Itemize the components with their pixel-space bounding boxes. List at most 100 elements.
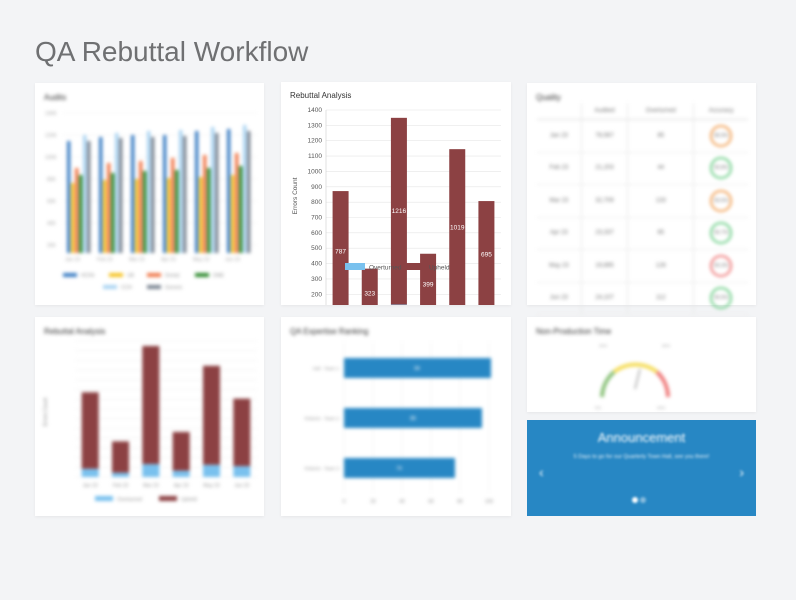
rebuttal-analysis-card: Rebuttal Analysis 0100200300400500600700… [281, 82, 511, 305]
rebuttal-2-x-tick: May 23 [203, 483, 220, 489]
svg-text:Jun 23: Jun 23 [225, 257, 240, 263]
audits-bar [183, 136, 187, 253]
rebuttal-bar-upheld [420, 253, 437, 305]
quality-cell-accuracy: 99.8% [693, 152, 748, 185]
accuracy-ring: 99.3% [710, 254, 733, 277]
quality-cell-month: Jan 23 [537, 119, 582, 153]
rebuttal-analysis-2-card: Rebuttal Analysis Errors Count Jan 23 Feb… [35, 317, 264, 516]
audits-bar [211, 127, 215, 253]
svg-text:Jan 23: Jan 23 [65, 257, 80, 263]
rebuttal-2-bar-upheld [233, 398, 251, 467]
audits-bar [103, 180, 107, 253]
audits-bar [79, 175, 83, 253]
svg-text:20K: 20K [47, 243, 57, 249]
expertise-ranking-title: QA Expertise Ranking [290, 327, 369, 336]
audits-bar [111, 173, 115, 253]
quality-cell-audited: 24,107 [581, 282, 629, 315]
audits-bar [143, 171, 147, 253]
quality-table-header: Audited Overturned Accuracy [537, 103, 748, 120]
audits-bar [119, 138, 123, 253]
quality-cell-accuracy: 98.9% [693, 119, 748, 153]
rebuttal-2-bar-overturned [81, 468, 99, 477]
rebuttal-2-x-tick: Jan 23 [83, 483, 98, 489]
rebuttal-2-x-tick: Feb 23 [113, 483, 129, 489]
rebuttal-bar-upheld [332, 191, 349, 305]
svg-text:Mar 23: Mar 23 [129, 257, 145, 263]
rebuttal-2-bar-overturned [112, 472, 129, 477]
rebuttal-y-tick: 300 [311, 276, 322, 283]
quality-cell-month: Jun 23 [537, 282, 582, 315]
rebuttal-label-upheld: 695 [481, 251, 492, 258]
carousel-dot[interactable] [640, 497, 646, 503]
rebuttal-label-upheld: 1019 [450, 224, 465, 231]
quality-table-row: Mar 23 32,709 133 99.6% [537, 184, 748, 218]
expertise-tick-20: 20 [370, 499, 376, 505]
rebuttal-legend-swatch-overturned [345, 263, 365, 270]
svg-text:120K: 120K [45, 133, 57, 139]
svg-text:100K: 100K [45, 155, 57, 161]
quality-col-audited: Audited [581, 103, 629, 120]
chevron-right-icon[interactable]: › [739, 464, 744, 480]
expertise-bar-3 [344, 458, 455, 478]
carousel-dot-active[interactable] [632, 497, 638, 503]
non-production-time-card: Non-Production Time 0% 20% 50% 40% [527, 317, 756, 412]
quality-cell-audited: 78,567 [581, 119, 629, 153]
rebuttal-label-upheld: 399 [423, 281, 434, 288]
audits-bar [227, 129, 231, 253]
rebuttal-y-tick: 500 [311, 245, 322, 252]
quality-table: Audited Overturned Accuracy Jan 23 78,567… [537, 103, 748, 315]
audits-bar [167, 178, 171, 253]
quality-cell-accuracy: 99.6% [693, 184, 748, 218]
audits-bar [199, 177, 203, 253]
rebuttal-bar-upheld [449, 149, 466, 305]
expertise-ranking-chart: 94 Hall - Team 1 89 Roberts - Team 2 74 … [305, 342, 493, 505]
expertise-ranking-card: QA Expertise Ranking 94 Hall - Team 1 89… [281, 317, 511, 516]
rebuttal-legend-swatch-upheld [405, 263, 425, 270]
audits-bar [83, 135, 87, 253]
accuracy-ring: 99.6% [710, 189, 733, 212]
rebuttal-y-tick: 200 [311, 291, 322, 298]
audits-bar [147, 131, 151, 253]
quality-cell-overturned: 85 [627, 119, 695, 153]
rebuttal-2-bar-upheld [203, 365, 220, 465]
rebuttal-label-upheld: 323 [364, 290, 375, 297]
rebuttal-y-tick: 1300 [308, 122, 323, 129]
rebuttal-y-tick: 1000 [308, 168, 323, 175]
quality-table-row: Jan 23 78,567 85 98.9% [537, 119, 748, 153]
expertise-bar-1-value: 94 [414, 366, 420, 372]
audits-bar [163, 135, 167, 253]
rebuttal-2-bar-upheld [172, 431, 190, 471]
audits-bar [131, 135, 135, 253]
audits-bar [195, 131, 199, 253]
audits-chart: 140K 120K 100K 80K 60K 40K 20K Jan 23 Feb 23 Ma… [45, 111, 257, 291]
rebuttal-2-legend-overturned: Overturned [117, 497, 142, 503]
rebuttal-y-tick: 400 [311, 261, 322, 268]
rebuttal-2-legend-upheld: Upheld [181, 497, 197, 503]
rebuttal-y-tick: 1200 [308, 138, 323, 145]
carousel-dots [631, 490, 647, 508]
svg-text:May 23: May 23 [193, 257, 210, 263]
accuracy-ring: 98.9% [710, 124, 733, 147]
audits-bar [151, 137, 155, 253]
rebuttal-analysis-2-chart: Errors Count Jan 23 Feb 23 Mar 23 Apr 23 May… [43, 340, 257, 503]
expertise-tick-40: 40 [399, 499, 405, 505]
svg-text:UB: UB [127, 273, 135, 279]
quality-card-title: Quality [536, 93, 561, 102]
quality-table-row: Apr 23 23,337 65 99.7% [537, 217, 748, 250]
expertise-bar-3-value: 74 [396, 466, 402, 472]
svg-text:40K: 40K [47, 221, 57, 227]
quality-cell-month: Apr 23 [537, 217, 582, 250]
expertise-bar-3-label: Roberts - Team 3 [305, 466, 340, 471]
svg-text:CCH: CCH [121, 285, 132, 291]
quality-table-row: Feb 23 21,203 44 99.8% [537, 152, 748, 185]
chevron-left-icon[interactable]: ‹ [539, 464, 544, 480]
quality-cell-audited: 19,895 [581, 249, 629, 283]
quality-col-month [537, 103, 582, 120]
audits-bar [139, 161, 143, 253]
announcement-heading: Announcement [597, 430, 686, 445]
audits-bar [247, 131, 251, 253]
audits-bar [171, 158, 175, 253]
quality-col-accuracy: Accuracy [693, 103, 748, 120]
rebuttal-bar-upheld [390, 117, 407, 305]
quality-cell-audited: 32,709 [581, 184, 629, 218]
